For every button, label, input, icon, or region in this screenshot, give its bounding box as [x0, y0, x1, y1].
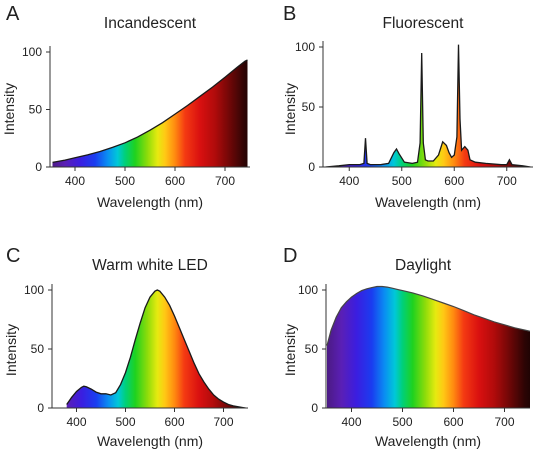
- y-tick-label: 50: [31, 342, 45, 356]
- panel-d: 400 500 600 700 0 50 100 D Daylight Wavelength (n…: [282, 245, 530, 449]
- y-tick-label: 50: [302, 100, 316, 114]
- x-axis-label: Wavelength (nm): [97, 194, 203, 210]
- panel-letter: B: [283, 3, 296, 25]
- x-axis-label: Wavelength (nm): [375, 194, 481, 210]
- y-tick-label: 50: [305, 342, 319, 356]
- x-tick-label: 600: [164, 415, 184, 429]
- x-axis-label: Wavelength (nm): [97, 433, 203, 449]
- panel-c: 400 500 600 700 0 50 100 C Warm white LED Wavelen…: [3, 245, 248, 449]
- y-tick-label: 0: [311, 401, 318, 415]
- panel-letter: A: [6, 3, 20, 25]
- x-axis-label: Wavelength (nm): [375, 433, 481, 449]
- y-axis-label: Intensity: [282, 83, 298, 135]
- x-tick-label: 500: [115, 174, 135, 188]
- y-tick-label: 50: [29, 103, 43, 117]
- y-tick-label: 0: [37, 401, 44, 415]
- series-line: [52, 59, 248, 164]
- series-line: [66, 289, 246, 408]
- x-tick-label: 600: [443, 415, 463, 429]
- x-tick-label: 700: [215, 174, 235, 188]
- panel-a: 400 500 600 700 0 50 100 A Incandescent Wavelengt…: [1, 3, 250, 210]
- panel-letter: C: [6, 245, 20, 267]
- x-tick-label: 500: [392, 415, 412, 429]
- x-tick-label: 600: [165, 174, 185, 188]
- series-area: [325, 44, 531, 167]
- series-area: [66, 290, 246, 408]
- chart-title: Daylight: [395, 257, 452, 274]
- y-axis-label: Intensity: [282, 324, 298, 376]
- y-tick-label: 100: [295, 40, 315, 54]
- chart-title: Warm white LED: [92, 257, 208, 274]
- x-tick-label: 500: [392, 174, 412, 188]
- x-tick-label: 700: [494, 415, 514, 429]
- y-axis-label: Intensity: [3, 324, 19, 376]
- x-tick-label: 400: [341, 415, 361, 429]
- x-tick-label: 400: [339, 174, 359, 188]
- y-tick-label: 100: [298, 283, 318, 297]
- panel-letter: D: [283, 245, 297, 267]
- y-tick-label: 100: [22, 45, 42, 59]
- x-tick-label: 500: [115, 415, 135, 429]
- series-line: [326, 285, 530, 346]
- series-area: [52, 60, 248, 167]
- x-tick-label: 400: [65, 174, 85, 188]
- x-tick-label: 700: [497, 174, 517, 188]
- y-tick-label: 100: [24, 283, 44, 297]
- x-tick-label: 700: [213, 415, 233, 429]
- x-tick-label: 400: [66, 415, 86, 429]
- y-tick-label: 0: [308, 160, 315, 174]
- x-tick-label: 600: [444, 174, 464, 188]
- y-axis-label: Intensity: [1, 83, 17, 135]
- y-tick-label: 0: [35, 160, 42, 174]
- series-line: [325, 44, 531, 167]
- panel-b: 400 500 600 700 0 50 100 B Fluorescent Wavelength…: [282, 3, 533, 210]
- series-area: [327, 286, 530, 408]
- chart-title: Incandescent: [104, 15, 197, 32]
- chart-title: Fluorescent: [383, 15, 465, 32]
